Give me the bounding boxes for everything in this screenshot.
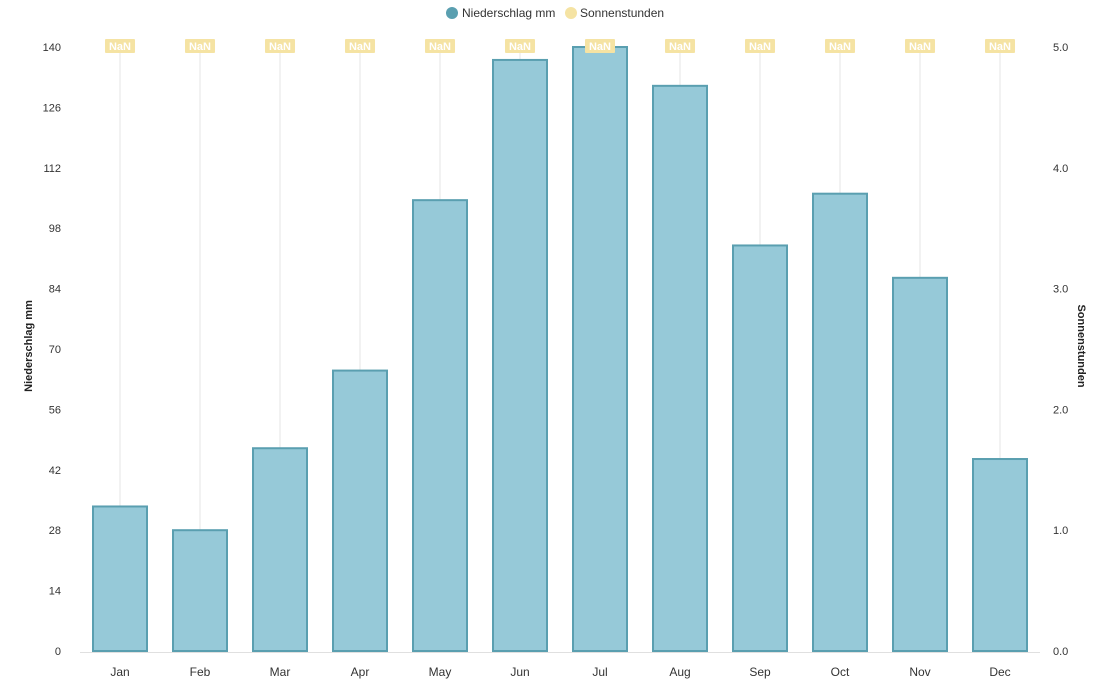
sunshine-label-box — [745, 39, 775, 53]
x-tick-label-aug: Aug — [669, 665, 690, 679]
bar-jan[interactable] — [92, 505, 148, 652]
sunshine-label-jul: NaN — [585, 39, 615, 53]
sunshine-label-box — [105, 39, 135, 53]
y-right-tick-3.0: 3.0 — [1053, 284, 1068, 296]
sunshine-label-text: NaN — [829, 41, 851, 53]
sunshine-label-box — [665, 39, 695, 53]
sunshine-label-text: NaN — [269, 41, 291, 53]
sunshine-label-text: NaN — [189, 41, 211, 53]
sunshine-label-may: NaN — [425, 39, 455, 53]
y-left-tick-98: 98 — [49, 223, 61, 235]
y-left-tick-84: 84 — [49, 284, 61, 296]
bar-feb[interactable] — [172, 529, 228, 653]
legend-marker-sonnenstunden — [565, 7, 577, 19]
x-tick-label-jul: Jul — [592, 665, 607, 679]
y-left-tick-0: 0 — [55, 646, 61, 658]
x-tick-label-apr: Apr — [351, 665, 370, 679]
sunshine-data-labels: NaN NaN NaN NaN NaN NaN NaN NaN NaN NaN NaN NaN — [105, 39, 1015, 53]
bar-apr[interactable] — [332, 369, 388, 652]
x-tick-label-may: May — [429, 665, 452, 679]
sunshine-label-box — [425, 39, 455, 53]
sunshine-label-box — [505, 39, 535, 53]
sunshine-label-box — [985, 39, 1015, 53]
x-tick-label-jun: Jun — [510, 665, 529, 679]
legend-label-sonnenstunden: Sonnenstunden — [580, 6, 664, 20]
sunshine-label-feb: NaN — [185, 39, 215, 53]
bar-jul[interactable] — [572, 46, 628, 652]
x-tick-label-nov: Nov — [909, 665, 930, 679]
sunshine-label-box — [825, 39, 855, 53]
sunshine-label-text: NaN — [589, 41, 611, 53]
sunshine-label-text: NaN — [909, 41, 931, 53]
y-left-tick-56: 56 — [49, 404, 61, 416]
x-tick-label-feb: Feb — [190, 665, 211, 679]
legend-item-niederschlag[interactable]: Niederschlag mm — [446, 6, 555, 20]
y-left-tick-70: 70 — [49, 344, 61, 356]
y-left-tick-28: 28 — [49, 525, 61, 537]
y-right-tick-1.0: 1.0 — [1053, 525, 1068, 537]
sunshine-label-text: NaN — [349, 41, 371, 53]
bar-dec[interactable] — [972, 458, 1028, 652]
sunshine-label-oct: NaN — [825, 39, 855, 53]
sunshine-label-box — [585, 39, 615, 53]
bar-nov[interactable] — [892, 276, 948, 652]
legend-marker-niederschlag — [446, 7, 458, 19]
bars — [92, 46, 1028, 653]
sunshine-label-mar: NaN — [265, 39, 295, 53]
sunshine-label-box — [905, 39, 935, 53]
sunshine-label-sep: NaN — [745, 39, 775, 53]
y-right-tick-4.0: 4.0 — [1053, 163, 1068, 175]
x-tick-label-dec: Dec — [989, 665, 1010, 679]
x-axis-ticks: Jan Feb Mar Apr May Jun Jul Aug Sep Oct Nov Dec — [110, 665, 1010, 679]
sunshine-label-box — [185, 39, 215, 53]
sunshine-label-aug: NaN — [665, 39, 695, 53]
sunshine-label-box — [345, 39, 375, 53]
y-right-tick-5.0: 5.0 — [1053, 42, 1068, 54]
y-right-tick-2.0: 2.0 — [1053, 404, 1068, 416]
x-tick-label-oct: Oct — [831, 665, 850, 679]
sunshine-label-text: NaN — [749, 41, 771, 53]
sunshine-label-jan: NaN — [105, 39, 135, 53]
y-right-tick-0.0: 0.0 — [1053, 646, 1068, 658]
x-tick-label-mar: Mar — [270, 665, 291, 679]
sunshine-label-text: NaN — [989, 41, 1011, 53]
bar-jun[interactable] — [492, 58, 548, 652]
sunshine-label-text: NaN — [509, 41, 531, 53]
y-left-tick-126: 126 — [43, 102, 61, 114]
y-axis-right-title: Sonnenstunden — [1075, 304, 1087, 387]
sunshine-label-dec: NaN — [985, 39, 1015, 53]
legend: Niederschlag mm Sonnenstunden — [446, 6, 664, 20]
bar-mar[interactable] — [252, 447, 308, 652]
sunshine-label-text: NaN — [669, 41, 691, 53]
sunshine-label-jun: NaN — [505, 39, 535, 53]
y-axis-left-ticks: 0 14 28 42 56 70 84 98 112 126 140 — [43, 42, 61, 658]
sunshine-label-box — [265, 39, 295, 53]
y-left-tick-42: 42 — [49, 465, 61, 477]
y-left-tick-14: 14 — [49, 586, 61, 598]
sunshine-label-nov: NaN — [905, 39, 935, 53]
bar-oct[interactable] — [812, 192, 868, 653]
y-left-tick-112: 112 — [43, 163, 61, 175]
bar-sep[interactable] — [732, 244, 788, 652]
sunshine-label-apr: NaN — [345, 39, 375, 53]
y-axis-right-ticks: 0.0 1.0 2.0 3.0 4.0 5.0 — [1053, 42, 1068, 658]
sunshine-label-text: NaN — [429, 41, 451, 53]
legend-label-niederschlag: Niederschlag mm — [462, 6, 555, 20]
bar-may[interactable] — [412, 199, 468, 653]
x-tick-label-sep: Sep — [749, 665, 771, 679]
legend-item-sonnenstunden[interactable]: Sonnenstunden — [565, 6, 664, 20]
x-tick-label-jan: Jan — [110, 665, 129, 679]
bar-aug[interactable] — [652, 84, 708, 653]
sunshine-label-text: NaN — [109, 41, 131, 53]
y-axis-left-title: Niederschlag mm — [23, 300, 35, 392]
y-left-tick-140: 140 — [43, 42, 61, 54]
